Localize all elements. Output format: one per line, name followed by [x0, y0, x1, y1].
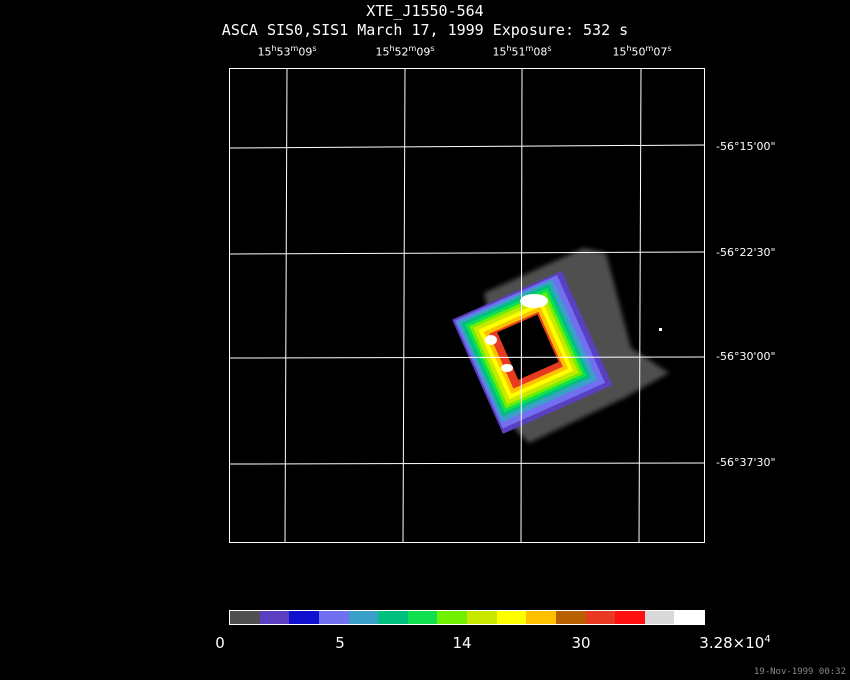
ra-label-4: 15h50m07s: [612, 44, 672, 59]
colorbar-swatch-9: [496, 611, 527, 624]
sky-image: [229, 68, 705, 543]
image-title: XTE_J1550-564: [366, 2, 484, 20]
colorbar: [229, 610, 705, 625]
image-subtitle: ASCA SIS0,SIS1 March 17, 1999 Exposure: …: [221, 21, 629, 39]
timestamp: 19-Nov-1999 00:32: [753, 667, 846, 677]
colorbar-swatch-10: [526, 611, 556, 624]
colorbar-tick-0: 0: [215, 634, 225, 652]
colorbar-tick-1: 5: [335, 634, 345, 652]
ra-label-2: 15h52m09s: [375, 44, 435, 59]
colorbar-swatch-8: [467, 611, 497, 624]
dec-label-3: -56°30'00": [716, 350, 776, 363]
colorbar-swatch-1: [259, 611, 290, 624]
colorbar-swatch-4: [348, 611, 379, 624]
colorbar-tick-2: 14: [452, 634, 472, 652]
coordinate-grid: [229, 68, 705, 543]
colorbar-swatch-3: [318, 611, 349, 624]
colorbar-swatch-15: [674, 611, 704, 624]
colorbar-swatch-6: [407, 611, 438, 624]
ra-label-1: 15h53m09s: [257, 44, 317, 59]
colorbar-tick-3: 30: [571, 634, 591, 652]
colorbar-swatch-11: [555, 611, 586, 624]
colorbar-swatch-0: [230, 611, 260, 624]
colorbar-swatch-5: [378, 611, 408, 624]
colorbar-swatch-12: [585, 611, 616, 624]
dec-label-2: -56°22'30": [716, 246, 776, 259]
colorbar-tick-max: 3.28×104: [699, 634, 771, 652]
colorbar-swatch-7: [437, 611, 467, 624]
dec-label-4: -56°37'30": [716, 456, 776, 469]
colorbar-swatch-13: [615, 611, 645, 624]
detector-image: [452, 248, 669, 443]
dec-label-1: -56°15'00": [716, 140, 776, 153]
colorbar-swatch-14: [644, 611, 675, 624]
ra-label-3: 15h51m08s: [492, 44, 552, 59]
colorbar-swatch-2: [289, 611, 319, 624]
